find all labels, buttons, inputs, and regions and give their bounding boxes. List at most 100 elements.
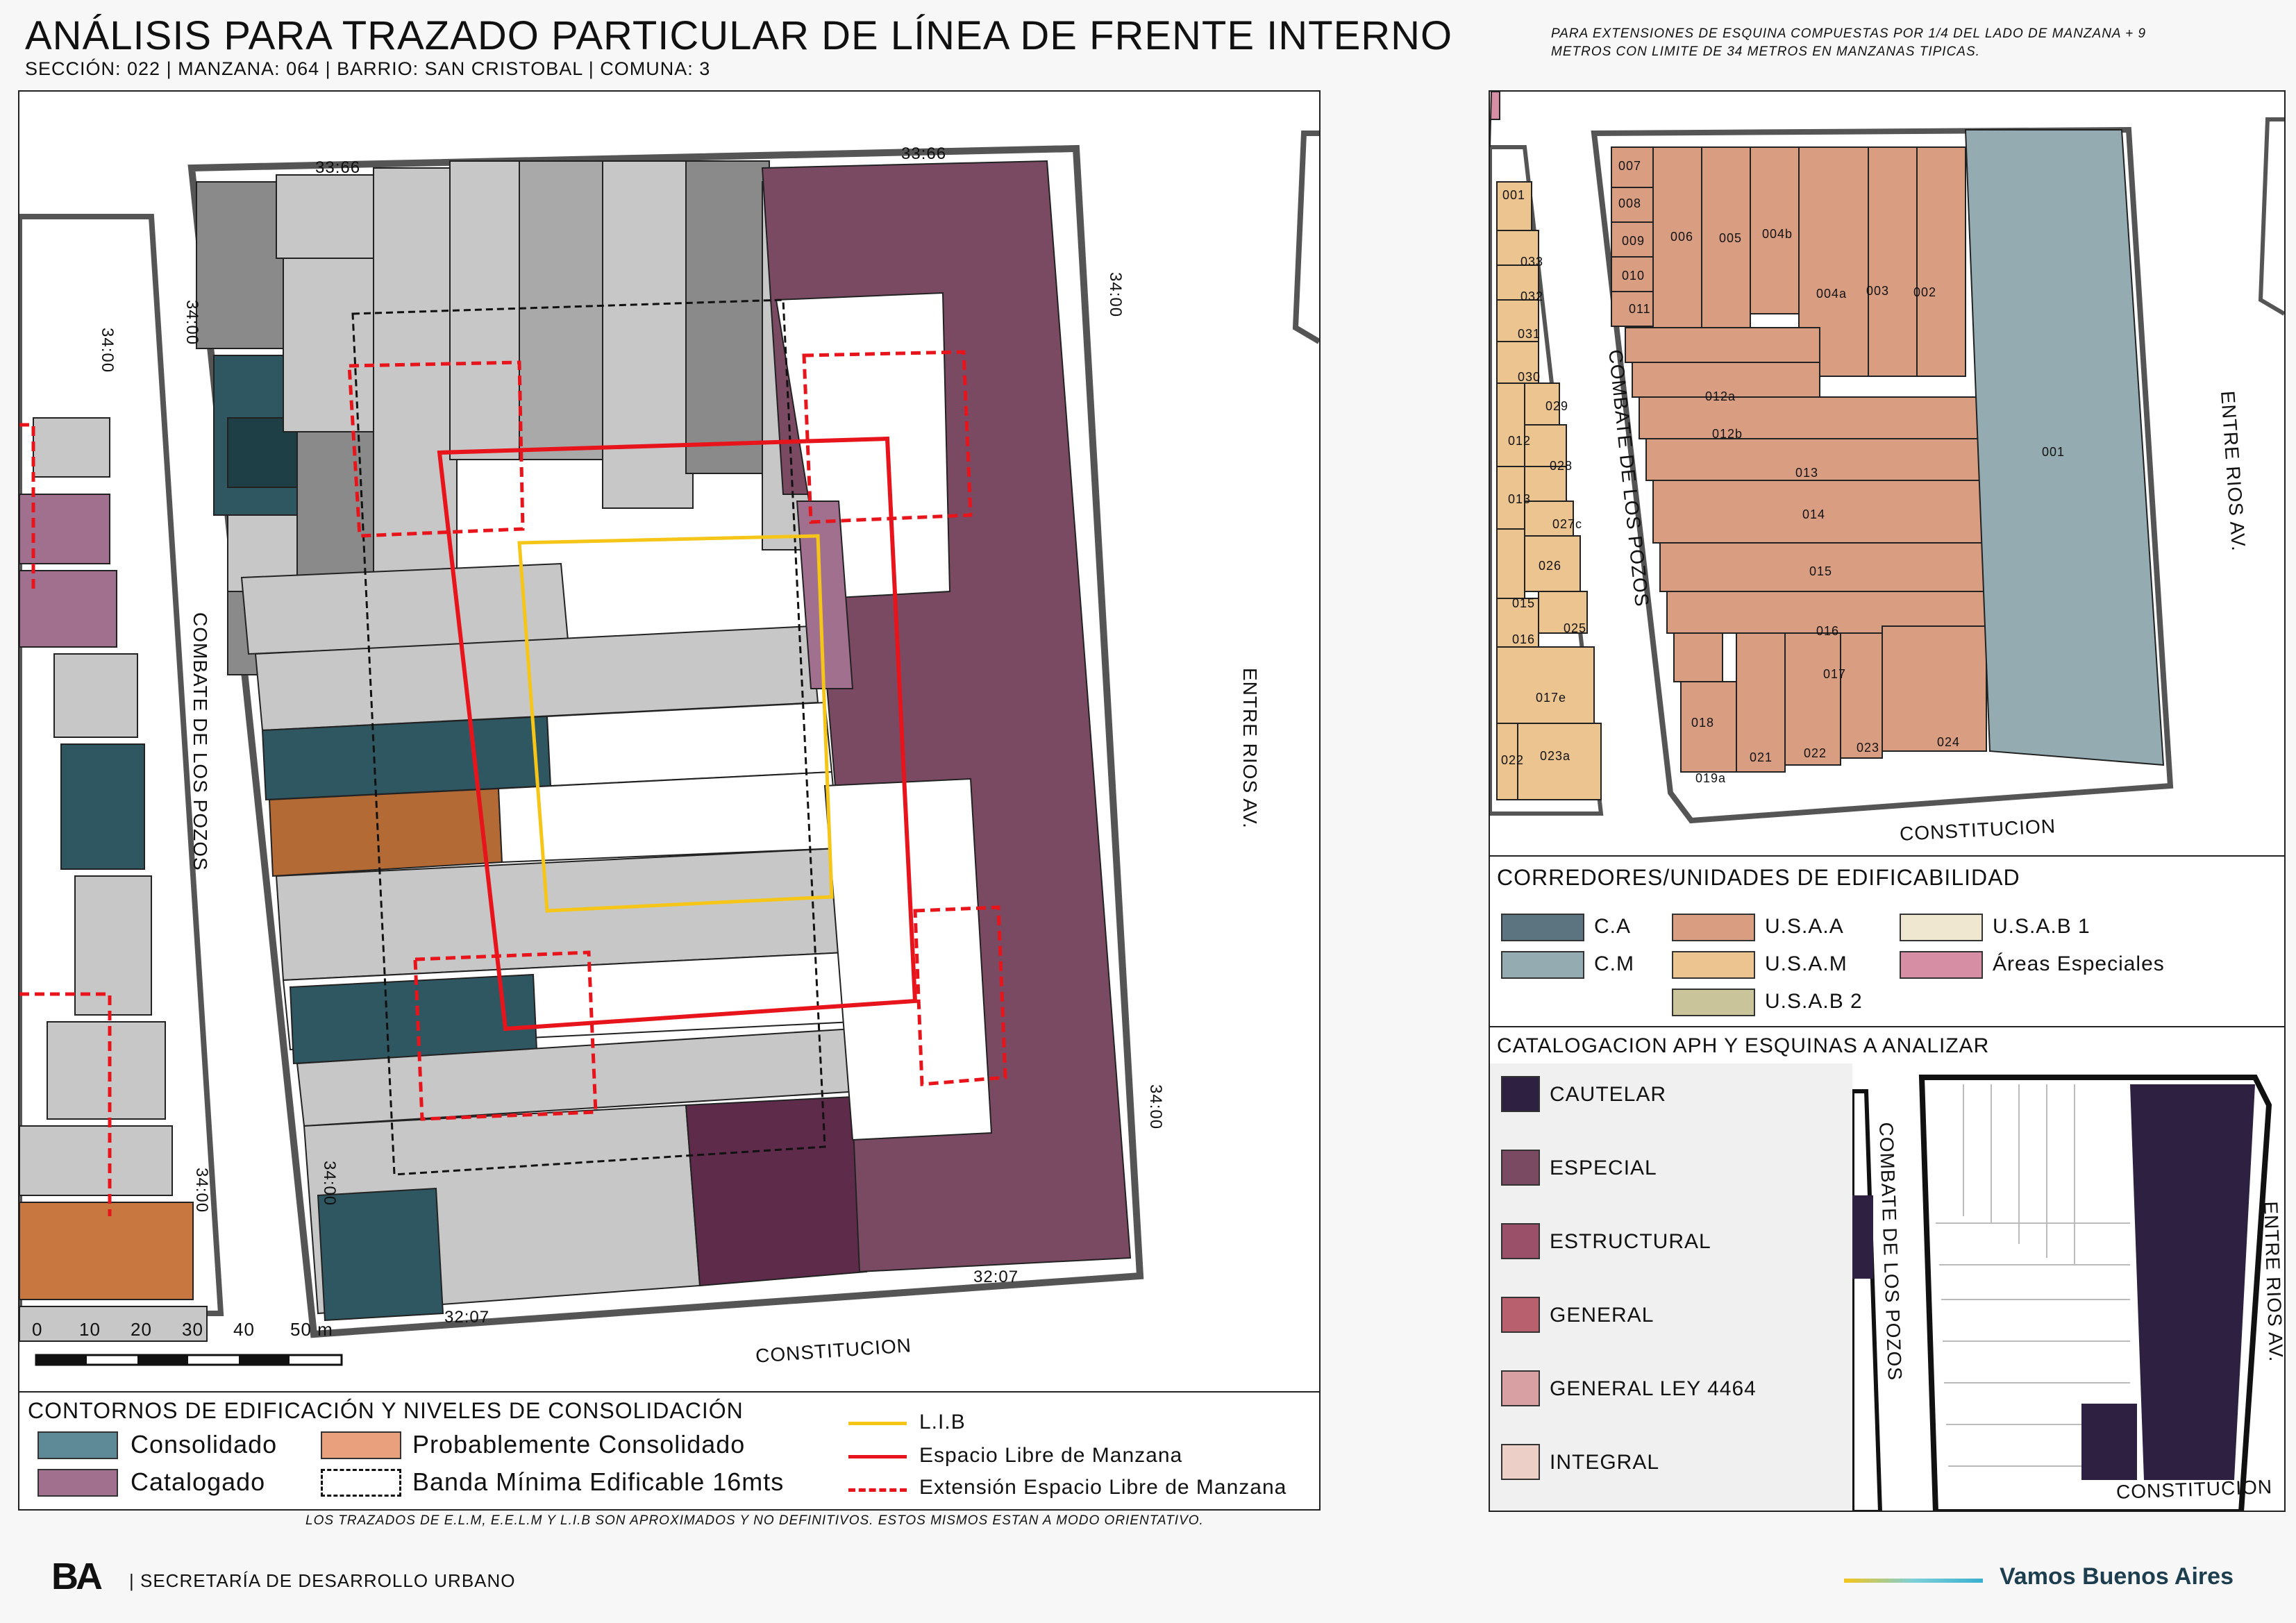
label-probablemente-consolidado: Probablemente Consolidado bbox=[412, 1430, 746, 1458]
parcel-010: 010 bbox=[1622, 269, 1645, 283]
ba-logo: BA bbox=[51, 1555, 103, 1598]
swatch-general bbox=[1501, 1297, 1540, 1333]
swatch-integral bbox=[1501, 1444, 1540, 1480]
parcel-013: 013 bbox=[1795, 466, 1819, 480]
top-note-line-1: PARA EXTENSIONES DE ESQUINA COMPUESTAS P… bbox=[1551, 26, 2147, 41]
swatch-probablemente-consolidado bbox=[321, 1431, 401, 1459]
parcel-003: 003 bbox=[1866, 284, 1890, 298]
main-map-panel: 33:66 33:66 34:00 34:00 34:00 34:00 32:0… bbox=[18, 90, 1321, 1393]
parcel-015-left: 015 bbox=[1512, 596, 1536, 610]
parcel-031: 031 bbox=[1518, 327, 1541, 341]
parcel-002: 002 bbox=[1913, 285, 1937, 299]
parcel-022: 022 bbox=[1804, 746, 1827, 760]
dim-bottom-left: 32:07 bbox=[444, 1308, 490, 1327]
parcel-016-left: 016 bbox=[1512, 632, 1536, 646]
swatch-especial bbox=[1501, 1150, 1540, 1186]
swatch-areas-especiales bbox=[1900, 951, 1983, 979]
footer-brand: Vamos Buenos Aires bbox=[2000, 1563, 2234, 1590]
footer-organization: | SECRETARÍA DE DESARROLLO URBANO bbox=[129, 1570, 516, 1591]
parcel-011: 011 bbox=[1629, 302, 1651, 316]
dim-west-lower: 34:00 bbox=[320, 1161, 339, 1206]
swatch-consolidado bbox=[37, 1431, 118, 1459]
corredores-legend-title: CORREDORES/UNIDADES DE EDIFICABILIDAD bbox=[1497, 865, 2020, 890]
page-title: ANÁLISIS PARA TRAZADO PARTICULAR DE LÍNE… bbox=[25, 13, 1453, 58]
left-block bbox=[19, 214, 224, 1342]
dim-top-left: 33:66 bbox=[315, 158, 361, 177]
label-cm: C.M bbox=[1594, 952, 1634, 975]
parcel-012-left: 012 bbox=[1508, 434, 1532, 448]
swatch-cm bbox=[1501, 951, 1584, 979]
espacio-libre-outline bbox=[437, 436, 918, 1032]
extension-nw bbox=[347, 360, 525, 538]
scale-label-40: 40 bbox=[233, 1319, 255, 1340]
parcel-018: 018 bbox=[1691, 716, 1715, 730]
dim-left-block: 34:00 bbox=[98, 328, 117, 373]
label-especial: ESPECIAL bbox=[1550, 1157, 1657, 1179]
swatch-usaa bbox=[1672, 914, 1755, 941]
scale-bar bbox=[35, 1354, 343, 1366]
catalogacion-panel: CATALOGACION APH Y ESQUINAS A ANALIZAR C… bbox=[1489, 1026, 2286, 1512]
street-west: COMBATE DE LOS POZOS bbox=[190, 612, 211, 871]
parcel-017: 017 bbox=[1823, 667, 1847, 681]
parcel-014: 014 bbox=[1802, 507, 1826, 521]
consolidation-legend: CONTORNOS DE EDIFICACIÓN Y NIVELES DE CO… bbox=[18, 1393, 1321, 1511]
parcel-026: 026 bbox=[1539, 559, 1562, 573]
parcel-map bbox=[1490, 92, 2284, 824]
street-east: ENTRE RIOS AV. bbox=[1239, 668, 1261, 829]
dim-left-block-lower: 34:00 bbox=[192, 1168, 211, 1213]
swatch-catalogado bbox=[37, 1469, 118, 1497]
swatch-usam bbox=[1672, 951, 1755, 979]
extension-se bbox=[913, 905, 1007, 1086]
swatch-usab1 bbox=[1900, 914, 1983, 941]
label-general: GENERAL bbox=[1550, 1304, 1654, 1327]
scale-label-20: 20 bbox=[131, 1319, 152, 1340]
label-areas-especiales: Áreas Especiales bbox=[1993, 952, 2165, 975]
label-ca: C.A bbox=[1594, 915, 1632, 938]
parcel-004b: 004b bbox=[1762, 227, 1793, 241]
label-catalogado: Catalogado bbox=[131, 1468, 266, 1496]
parcel-012b: 012b bbox=[1712, 427, 1743, 441]
parcel-029: 029 bbox=[1545, 399, 1569, 413]
parcel-019a: 019a bbox=[1695, 771, 1727, 785]
page-subtitle: SECCIÓN: 022 | MANZANA: 064 | BARRIO: SA… bbox=[25, 58, 711, 79]
parcel-009: 009 bbox=[1622, 234, 1645, 248]
catalogacion-list-bg bbox=[1490, 1063, 1852, 1511]
label-integral: INTEGRAL bbox=[1550, 1451, 1660, 1474]
parcel-001-left: 001 bbox=[1502, 188, 1526, 202]
dim-top-right: 33:66 bbox=[901, 144, 947, 163]
lib-outline bbox=[517, 534, 834, 913]
swatch-estructural bbox=[1501, 1223, 1540, 1259]
label-usab1: U.S.A.B 1 bbox=[1993, 915, 2090, 938]
line-swatch-extension bbox=[848, 1488, 907, 1492]
parcel-007: 007 bbox=[1618, 159, 1642, 173]
parcel-022-left: 022 bbox=[1501, 753, 1525, 767]
swatch-general-ley bbox=[1501, 1370, 1540, 1406]
parcel-017e: 017e bbox=[1536, 691, 1567, 705]
main-map bbox=[19, 131, 1319, 1366]
label-espacio-libre: Espacio Libre de Manzana bbox=[919, 1444, 1183, 1467]
ba-logo-text: BA bbox=[51, 1556, 103, 1597]
line-swatch-lib bbox=[848, 1422, 907, 1425]
parcel-032: 032 bbox=[1520, 289, 1544, 303]
swatch-usab2 bbox=[1672, 989, 1755, 1016]
catalogacion-map bbox=[1852, 1075, 2272, 1511]
parcel-023a: 023a bbox=[1540, 749, 1571, 763]
parcel-008: 008 bbox=[1618, 196, 1642, 210]
dim-west-upper: 34:00 bbox=[183, 300, 201, 346]
footer-note: LOS TRAZADOS DE E.L.M, E.E.L.M Y L.I.B S… bbox=[305, 1513, 1204, 1528]
scale-label-30: 30 bbox=[182, 1319, 203, 1340]
parcel-004a: 004a bbox=[1816, 287, 1847, 301]
label-estructural: ESTRUCTURAL bbox=[1550, 1230, 1711, 1253]
scale-label-0: 0 bbox=[32, 1319, 43, 1340]
dim-east-upper: 34:00 bbox=[1106, 272, 1125, 318]
scale-label-10: 10 bbox=[79, 1319, 101, 1340]
extension-sw bbox=[413, 950, 598, 1121]
label-cautelar: CAUTELAR bbox=[1550, 1083, 1667, 1106]
parcel-027c: 027c bbox=[1552, 517, 1583, 531]
consolidation-legend-title: CONTORNOS DE EDIFICACIÓN Y NIVELES DE CO… bbox=[28, 1398, 744, 1423]
label-consolidado: Consolidado bbox=[131, 1430, 278, 1458]
label-lib: L.I.B bbox=[919, 1411, 966, 1433]
dim-bottom-right: 32:07 bbox=[973, 1268, 1019, 1286]
corredores-legend: CORREDORES/UNIDADES DE EDIFICABILIDAD C.… bbox=[1489, 855, 2286, 1027]
parcel-030: 030 bbox=[1518, 370, 1541, 384]
